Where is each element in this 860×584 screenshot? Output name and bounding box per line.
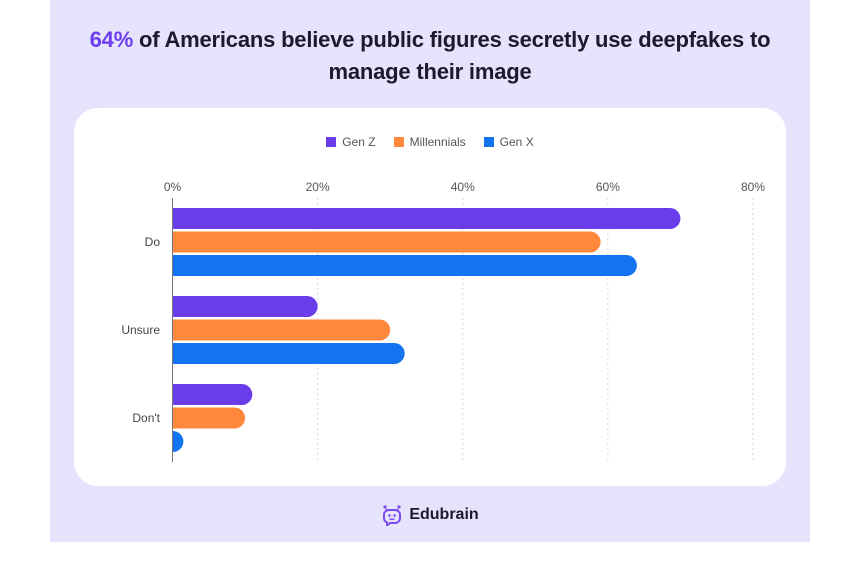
bar-gen-x (172, 255, 637, 276)
bar-gen-z (172, 208, 681, 229)
brand-name: Edubrain (409, 506, 479, 523)
title-text: of Americans believe public figures secr… (133, 27, 771, 84)
legend-item: Gen X (483, 135, 534, 149)
bar-gen-z (172, 384, 253, 405)
y-category-label: Unsure (121, 323, 160, 337)
bar-millennials (172, 231, 601, 253)
legend-label: Gen Z (342, 135, 376, 149)
page-title: 64% of Americans believe public figures … (50, 24, 810, 88)
chart-card: Gen Z Millennials Gen X 0% 20% 40% 60% 80% Do Un… (74, 108, 786, 486)
bar-chart: 0% 20% 40% 60% 80% Do Unsure Don't (121, 180, 765, 462)
x-tick-label: 20% (306, 180, 330, 194)
legend-label: Millennials (409, 135, 466, 149)
bar-gen-x (172, 343, 405, 364)
bar-millennials (172, 319, 391, 341)
bar-gen-x (172, 431, 184, 452)
bar-millennials (172, 407, 246, 429)
y-category-label: Don't (132, 411, 160, 425)
legend-swatch (483, 137, 494, 147)
y-category-label: Do (145, 235, 161, 249)
legend-swatch (393, 137, 404, 147)
footer-brand: Edubrain (50, 504, 810, 526)
legend-label: Gen X (499, 135, 534, 149)
x-tick-label: 40% (451, 180, 475, 194)
chart-legend: Gen Z Millennials Gen X (74, 135, 786, 149)
x-tick-label: 80% (741, 180, 765, 194)
infographic-panel: 64% of Americans believe public figures … (50, 0, 810, 542)
legend-item: Gen Z (326, 135, 376, 149)
x-tick-label: 60% (596, 180, 620, 194)
bar-gen-z (172, 296, 318, 317)
x-tick-label: 0% (164, 180, 182, 194)
legend-item: Millennials (393, 135, 466, 149)
robot-face-icon (383, 505, 402, 526)
legend-swatch (326, 137, 337, 147)
title-highlight: 64% (89, 27, 134, 52)
